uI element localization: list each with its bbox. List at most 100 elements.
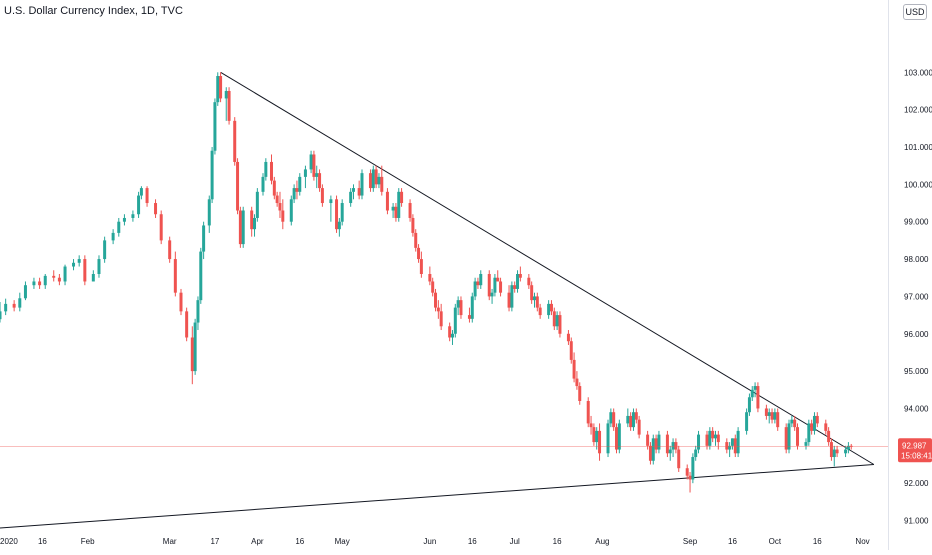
candle-body: [558, 315, 562, 334]
candle: [470, 292, 474, 323]
candle-body: [767, 412, 771, 416]
candle: [241, 206, 245, 248]
candle-body: [753, 386, 757, 390]
x-tick-label: Sep: [683, 537, 698, 546]
candle-body: [646, 434, 650, 446]
candle-body: [12, 303, 16, 308]
currency-badge[interactable]: USD: [903, 4, 927, 20]
candle-body: [569, 341, 573, 360]
candle: [479, 270, 483, 289]
candle: [122, 214, 126, 226]
candle-body: [292, 188, 296, 200]
candle-body: [349, 191, 353, 204]
candle: [97, 255, 101, 278]
candle: [745, 408, 749, 435]
candle-body: [428, 274, 432, 282]
candle-body: [713, 434, 717, 439]
x-tick-label: 2020: [0, 537, 18, 546]
candle: [43, 274, 47, 289]
candle: [439, 303, 443, 331]
candle: [111, 229, 115, 245]
candle-body: [677, 449, 681, 469]
candle: [595, 427, 599, 450]
candle-body: [168, 240, 172, 260]
candle-body: [385, 191, 389, 211]
candle-body: [63, 266, 67, 282]
candle-body: [634, 412, 638, 420]
candle: [196, 296, 200, 331]
candle-body: [736, 430, 740, 454]
candle: [349, 188, 353, 207]
candle-body: [250, 210, 254, 230]
candle: [844, 445, 848, 458]
candle: [340, 199, 344, 226]
candle: [516, 270, 520, 293]
candle: [233, 117, 237, 166]
candle: [708, 427, 712, 450]
candle: [612, 408, 616, 431]
candle-body: [227, 90, 231, 121]
candle-body: [431, 281, 435, 293]
candle-body: [453, 307, 457, 334]
candle: [428, 266, 432, 286]
candle: [137, 191, 141, 218]
candle: [303, 165, 307, 189]
candle: [450, 330, 454, 345]
candle: [558, 311, 562, 338]
candle-body: [530, 285, 534, 301]
candle-body: [417, 247, 421, 260]
candles: [0, 72, 853, 493]
candle: [190, 326, 194, 385]
candle-body: [278, 203, 282, 211]
candle: [849, 443, 853, 450]
candle-body: [807, 423, 811, 443]
candle: [527, 274, 531, 289]
candle: [210, 147, 214, 204]
candle-body: [476, 281, 480, 286]
candle-body: [18, 298, 22, 308]
candle-body: [196, 300, 200, 323]
candle: [691, 453, 695, 484]
candle: [654, 434, 658, 454]
candle-body: [414, 232, 418, 248]
candle-body: [487, 274, 491, 297]
candle-body: [43, 275, 47, 286]
candle: [295, 180, 299, 200]
x-tick-label: May: [335, 537, 350, 546]
candle-body: [202, 225, 206, 252]
candle-body: [711, 430, 715, 439]
candle: [815, 412, 819, 428]
candle: [518, 266, 522, 282]
candle: [566, 330, 570, 345]
candle-body: [159, 214, 163, 241]
candle: [829, 438, 833, 461]
candle: [216, 72, 220, 106]
candle-body: [629, 415, 633, 428]
time-axis[interactable]: 2020 16 Feb Mar 17 Apr 16 May Jun 16 Jul 16 Aug Sep 16…: [0, 537, 870, 546]
candle: [575, 371, 579, 390]
candle-body: [804, 442, 808, 446]
candle: [615, 423, 619, 454]
candle-body: [776, 412, 780, 428]
candle-body: [380, 176, 384, 192]
candle-body: [747, 397, 751, 413]
candle: [408, 199, 412, 222]
candle: [414, 229, 418, 252]
candle: [52, 270, 56, 282]
candle: [72, 259, 76, 271]
candle-body: [145, 188, 149, 204]
candle-body: [499, 281, 503, 293]
candle: [832, 445, 836, 467]
candle-body: [185, 311, 189, 338]
candle-body: [320, 188, 324, 204]
candle: [807, 419, 811, 446]
y-tick-label: 97.000: [904, 292, 929, 301]
candle: [637, 415, 641, 439]
candle: [606, 419, 610, 458]
candle-body: [815, 415, 819, 424]
candle-body: [57, 277, 61, 282]
candle: [272, 176, 276, 200]
